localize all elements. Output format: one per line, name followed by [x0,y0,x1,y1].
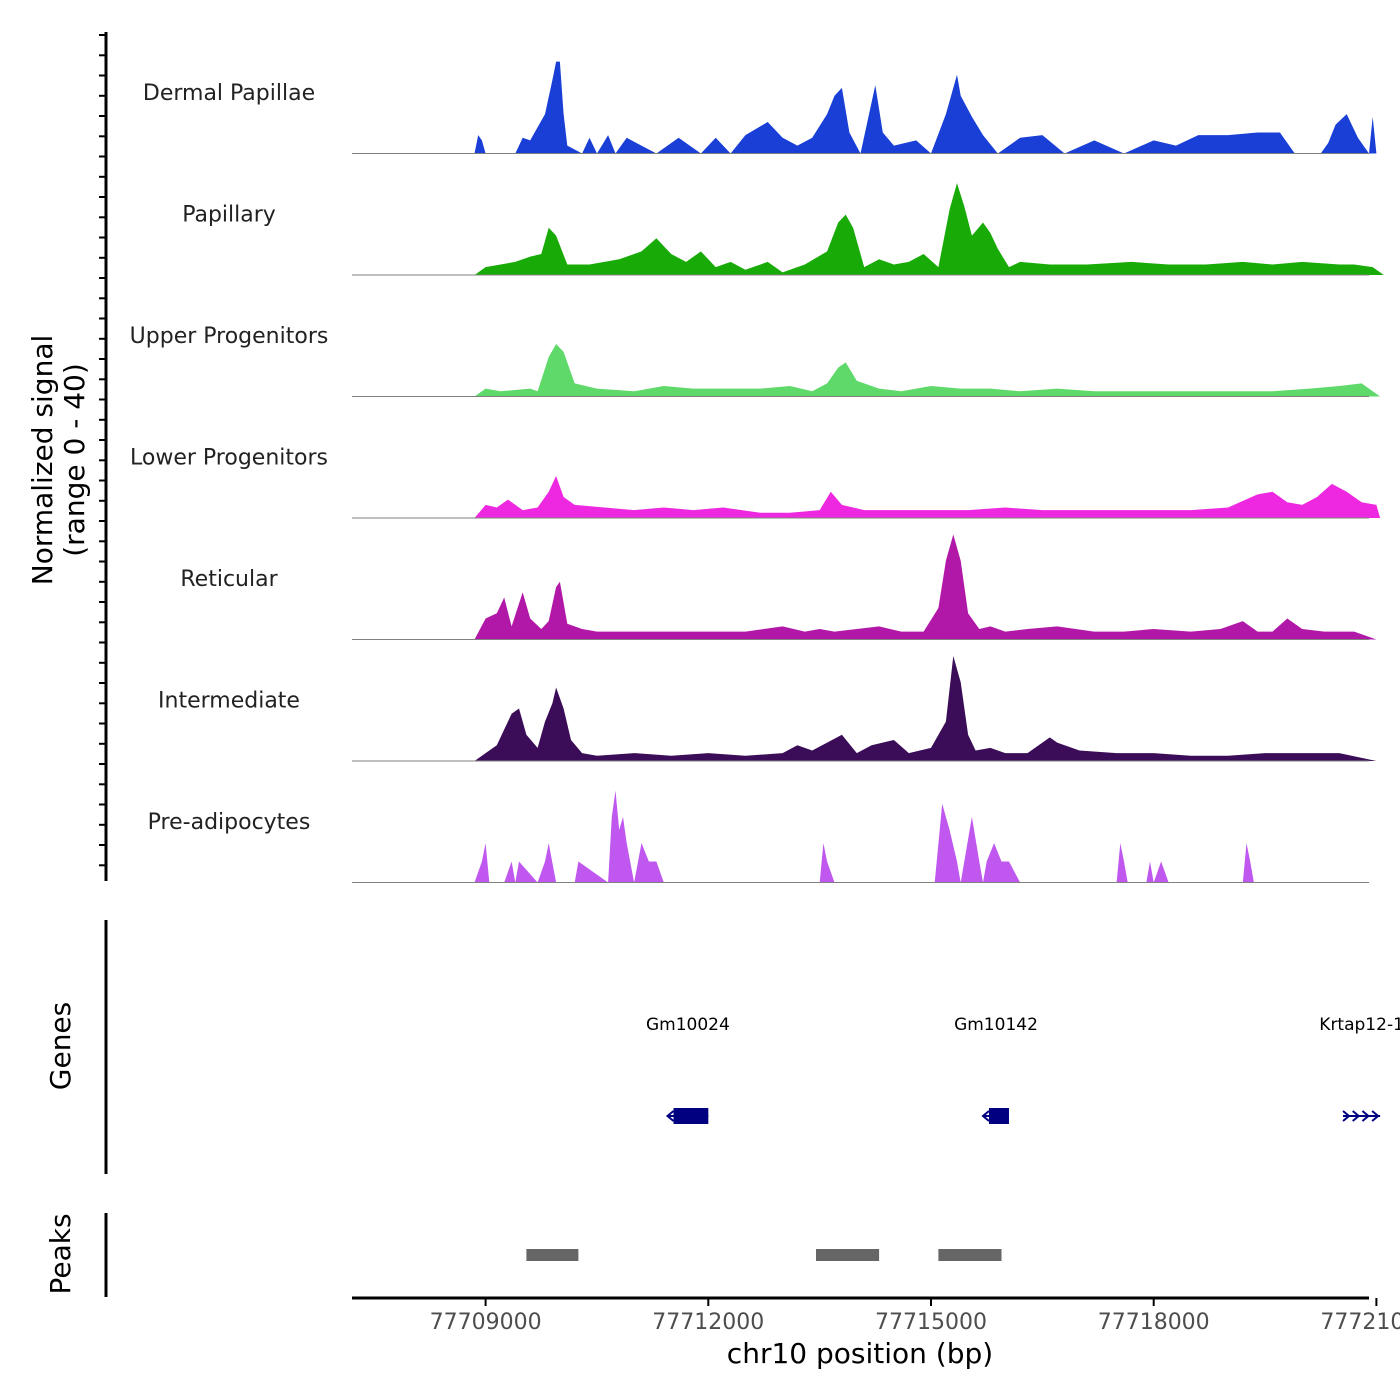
gene-krtap12-1: Krtap12-1 [1319,1015,1400,1122]
peak-track [526,1249,1002,1261]
signal-area-dermal-papillae [474,61,1377,154]
signal-area-upper-progenitors [474,344,1381,397]
strand-arrow [1371,1110,1380,1122]
x-tick-label: 77712000 [652,1310,764,1335]
gene-track: Gm10024 Gm10142 Krtap12-1 [646,1015,1400,1124]
track-dermal-papillae: Dermal Papillae [143,61,1377,154]
peak-region [526,1249,579,1261]
track-pre-adipocytes: Pre-adipocytes [148,790,1369,883]
y-axis-title-line1: Normalized signal [26,335,59,586]
track-label-reticular: Reticular [180,567,278,592]
strand-arrow [665,1110,675,1122]
track-label-lower-progenitors: Lower Progenitors [130,446,328,471]
track-papillary: Papillary [182,183,1384,276]
gene-label-gm10024: Gm10024 [646,1015,730,1035]
x-tick-label: 77715000 [875,1310,987,1335]
track-label-intermediate: Intermediate [158,689,300,714]
gene-exon-gm10024 [673,1108,709,1124]
track-label-dermal-papillae: Dermal Papillae [143,81,315,106]
strand-arrow [1352,1110,1361,1122]
peak-region [816,1249,880,1261]
genes-track-label: Genes [44,1002,77,1090]
peak-region [938,1249,1002,1261]
track-label-upper-progenitors: Upper Progenitors [130,324,329,349]
y-axis-title-line2: (range 0 - 40) [58,363,91,557]
signal-area-papillary [474,183,1384,275]
x-axis-ticks: 77709000 77712000 77715000 77718000 77721000 [430,1298,1400,1335]
gene-gm10142: Gm10142 [954,1015,1038,1124]
track-intermediate: Intermediate [158,656,1377,762]
signal-area-intermediate [474,656,1377,761]
signal-area-reticular [474,534,1377,640]
signal-tracks: Dermal Papillae Papillary Upper Progenitor… [130,61,1384,883]
x-axis-title: chr10 position (bp) [727,1337,993,1370]
track-label-papillary: Papillary [182,203,276,228]
gene-gm10024: Gm10024 [646,1015,730,1124]
x-tick-label: 77718000 [1098,1310,1210,1335]
gene-label-krtap12-1: Krtap12-1 [1319,1015,1400,1035]
strand-arrow [1342,1110,1351,1122]
signal-area-lower-progenitors [474,476,1381,518]
track-lower-progenitors: Lower Progenitors [130,446,1381,519]
track-upper-progenitors: Upper Progenitors [130,324,1381,397]
gene-label-gm10142: Gm10142 [954,1015,1038,1035]
strand-arrow [981,1110,990,1122]
y-axis-title: Normalized signal (range 0 - 40) [26,335,91,586]
x-tick-label: 77721000 [1320,1310,1400,1335]
track-reticular: Reticular [180,534,1377,640]
strand-arrow [1361,1110,1370,1122]
peaks-track-label: Peaks [44,1213,77,1294]
signal-area-pre-adipocytes [474,790,1254,883]
track-label-pre-adipocytes: Pre-adipocytes [148,810,311,835]
x-tick-label: 77709000 [430,1310,542,1335]
gene-exon-gm10142 [988,1108,1009,1124]
